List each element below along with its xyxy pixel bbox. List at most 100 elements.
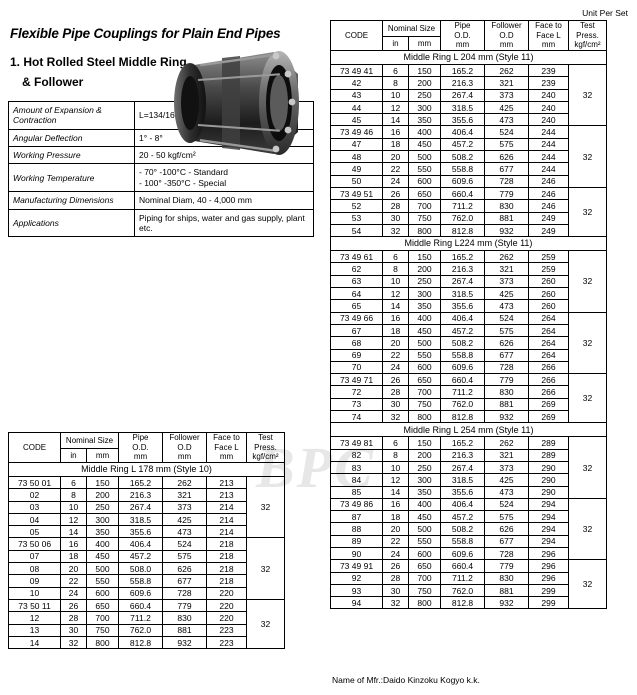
cell-mm: 600 — [408, 174, 441, 188]
cell-code: 90 — [330, 546, 383, 561]
cell-test-press: 32 — [568, 436, 607, 499]
cell-mm: 750 — [408, 583, 441, 598]
cell-mm: 450 — [408, 510, 441, 524]
cell-code: 65 — [330, 299, 383, 313]
cell-mm: 700 — [408, 199, 441, 213]
cell-face-to-face: 244 — [528, 162, 569, 176]
cell-code: 64 — [330, 287, 383, 301]
cell-pipe-od: 508.2 — [440, 336, 485, 350]
cell-mm: 600 — [408, 360, 441, 375]
cell-pipe-od: 406.4 — [440, 497, 485, 512]
cell-code: 67 — [330, 323, 383, 338]
table-row: 73 49 41 6 150 165.2 262 239 32 — [330, 63, 607, 127]
cell-code: 73 — [330, 397, 383, 412]
table-row: 82 8 200 216.3 321 289 — [330, 448, 607, 462]
cell-code: 53 — [330, 211, 383, 225]
cell-face-to-face: 220 — [206, 598, 247, 613]
cell-pipe-od: 558.8 — [440, 534, 485, 548]
cell-in: 32 — [382, 596, 409, 610]
cell-follower-od: 321 — [484, 448, 529, 462]
cell-in: 18 — [382, 510, 409, 524]
cell-face-to-face: 290 — [528, 485, 569, 499]
right-column: Unit Per Set CODE Nominal Size Pipe O.D. mm F… — [330, 8, 630, 610]
spec-row: Manufacturing Dimensions Nominal Diam, 4… — [8, 191, 314, 210]
cell-in: 16 — [382, 125, 409, 139]
cell-in: 32 — [382, 410, 409, 424]
cell-in: 12 — [382, 473, 409, 487]
cell-face-to-face: 218 — [206, 549, 247, 564]
cell-in: 22 — [60, 574, 87, 588]
cell-code: 69 — [330, 348, 383, 362]
cell-in: 20 — [382, 522, 409, 536]
cell-mm: 700 — [86, 611, 119, 625]
cell-code: 42 — [330, 76, 383, 90]
cell-mm: 450 — [86, 549, 119, 564]
cell-mm: 350 — [408, 113, 441, 127]
table-row: 62 8 200 216.3 321 259 — [330, 262, 607, 276]
cell-code: 94 — [330, 596, 383, 610]
header-follower-od: Follower O.D mm — [162, 432, 207, 463]
cell-in: 12 — [382, 100, 409, 115]
cell-code: 84 — [330, 473, 383, 487]
cell-face-to-face: 214 — [206, 512, 247, 527]
cell-follower-od: 728 — [484, 546, 529, 561]
cell-face-to-face: 294 — [528, 522, 569, 536]
cell-test-press: 32 — [246, 537, 285, 600]
cell-face-to-face: 260 — [528, 287, 569, 301]
cell-pipe-od: 267.4 — [440, 274, 485, 289]
table-row: 53 30 750 762.0 881 249 — [330, 211, 607, 225]
cell-mm: 300 — [86, 512, 119, 527]
cell-face-to-face: 240 — [528, 100, 569, 115]
cell-follower-od: 524 — [484, 311, 529, 325]
cell-pipe-od: 165.2 — [440, 63, 485, 78]
cell-in: 8 — [382, 448, 409, 462]
cell-code: 87 — [330, 510, 383, 524]
section-subtitle-1: 1. Hot Rolled Steel Middle Ring — [10, 55, 187, 69]
cell-face-to-face: 260 — [528, 274, 569, 289]
table-row: 65 14 350 355.6 473 260 — [330, 299, 607, 313]
cell-face-to-face: 218 — [206, 574, 247, 588]
cell-code: 62 — [330, 262, 383, 276]
table-row: 43 10 250 267.4 373 240 — [330, 88, 607, 102]
table-row: 93 30 750 762.0 881 299 — [330, 583, 607, 598]
table-row: 68 20 500 508.2 626 264 — [330, 336, 607, 350]
cell-code: 12 — [8, 611, 61, 625]
cell-face-to-face: 240 — [528, 88, 569, 102]
cell-mm: 700 — [408, 571, 441, 585]
cell-follower-od: 626 — [162, 562, 207, 576]
cell-test-press: 32 — [568, 250, 607, 313]
cell-follower-od: 881 — [484, 583, 529, 598]
header-nominal-size: Nominal Size — [60, 432, 119, 449]
cell-face-to-face: 220 — [206, 586, 247, 600]
cell-mm: 400 — [408, 311, 441, 325]
spec-row: Working Temperature - 70° -100°C - Stand… — [8, 163, 314, 193]
cell-code: 73 49 91 — [330, 559, 383, 573]
cell-pipe-od: 508.0 — [118, 562, 163, 576]
cell-code: 85 — [330, 485, 383, 499]
table-row: 73 49 61 6 150 165.2 262 259 32 — [330, 250, 607, 313]
table-row: 08 20 500 508.0 626 218 — [8, 562, 285, 576]
table-row: 73 49 66 16 400 406.4 524 264 32 — [330, 311, 607, 375]
cell-follower-od: 779 — [484, 559, 529, 573]
header-in: in — [382, 36, 409, 51]
table-row: 73 50 11 26 650 660.4 779 220 32 — [8, 598, 285, 650]
cell-code: 73 49 86 — [330, 497, 383, 512]
table-row: 13 30 750 762.0 881 223 — [8, 623, 285, 637]
table-row: 90 24 600 609.6 728 296 — [330, 546, 607, 561]
cell-code: 73 50 11 — [8, 598, 61, 613]
cell-face-to-face: 299 — [528, 583, 569, 598]
cell-in: 24 — [382, 174, 409, 188]
table-row: 09 22 550 558.8 677 218 — [8, 574, 285, 588]
cell-follower-od: 425 — [484, 473, 529, 487]
cell-code: 54 — [330, 223, 383, 238]
cell-mm: 800 — [408, 596, 441, 610]
cell-code: 49 — [330, 162, 383, 176]
table-row: 14 32 800 812.8 932 223 — [8, 635, 285, 650]
cell-code: 10 — [8, 586, 61, 600]
right-dimensions-table: CODE Nominal Size Pipe O.D. mm Follower O.D mm F… — [330, 20, 607, 610]
spec-key: Angular Deflection — [8, 128, 135, 148]
cell-follower-od: 728 — [484, 174, 529, 188]
header-row: CODE Nominal Size Pipe O.D. mm Follower O.D mm F… — [8, 432, 285, 463]
cell-mm: 500 — [408, 150, 441, 164]
table-row: 52 28 700 711.2 830 246 — [330, 199, 607, 213]
